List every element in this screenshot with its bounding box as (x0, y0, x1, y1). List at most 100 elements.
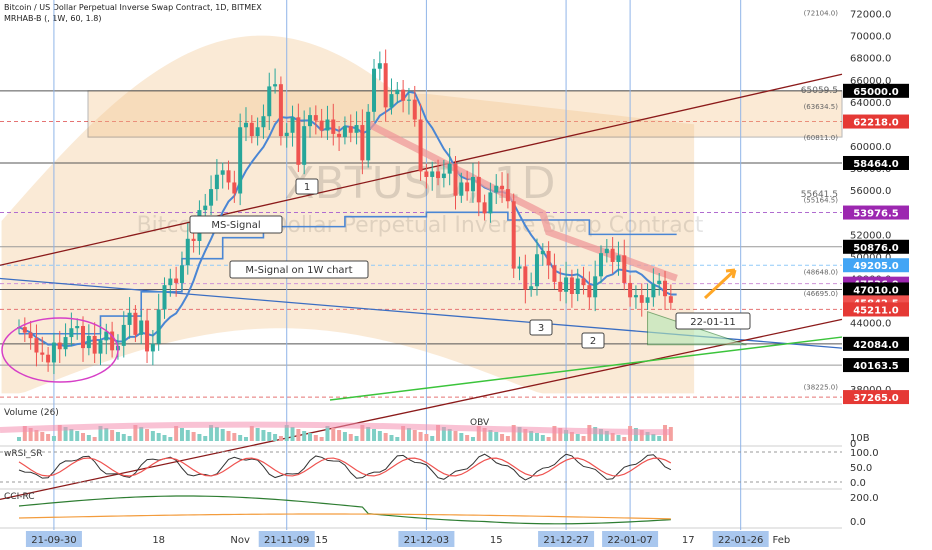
volume-bar (523, 429, 528, 441)
candle-body (645, 297, 650, 303)
volume-bar (34, 430, 39, 441)
volume-bar (278, 436, 283, 441)
candle-body (482, 202, 487, 214)
candle-body (342, 126, 347, 138)
level-label: (46695.0) (804, 290, 839, 298)
candle-body (284, 132, 289, 137)
volume-bar (267, 432, 272, 441)
candle-body (639, 295, 644, 303)
date-highlight (712, 531, 769, 547)
candle-body (500, 185, 505, 190)
level-label: (38225.0) (804, 383, 839, 391)
volume-bar (139, 427, 144, 441)
volume-bar (453, 431, 458, 441)
candle-body (238, 127, 243, 194)
candle-body (40, 352, 45, 355)
volume-pane: Volume (26) OBV (0, 408, 673, 441)
candle-body (447, 163, 452, 174)
volume-bar (290, 427, 295, 441)
wave-2-marker[interactable] (581, 332, 605, 349)
level-label: (48648.0) (804, 268, 839, 276)
price-tick: 50000.0 (850, 252, 891, 263)
candle-body (540, 250, 545, 255)
candle-body (372, 68, 377, 112)
wrsi-pane: wRSI_SR (0, 449, 842, 483)
volume-bar (255, 428, 260, 441)
volume-bar (500, 434, 505, 441)
price-badge-label: 58464.0 (853, 159, 899, 170)
time-tick: 21-12-03 (404, 535, 449, 546)
time-tick: 15 (315, 535, 328, 546)
candle-body (127, 312, 132, 325)
volume-bar (214, 427, 219, 441)
volume-bar (185, 430, 190, 441)
price-badge-label: 53976.5 (853, 209, 899, 220)
price-axis[interactable]: 38000.040000.042000.044000.046000.048000… (843, 10, 909, 528)
wave-1-marker[interactable] (295, 178, 319, 195)
candle-body (599, 253, 603, 277)
candle-body (191, 238, 196, 241)
candle-body (69, 328, 74, 338)
candle-body (51, 342, 56, 363)
volume-bar (284, 425, 289, 441)
volume-bar (645, 432, 650, 441)
candle-body (354, 125, 359, 133)
volume-bar (46, 434, 51, 441)
candle-body (86, 335, 91, 349)
price-badge-label: 65000.0 (853, 87, 899, 98)
price-tick: 72000.0 (850, 10, 891, 21)
horizontal-levels: (72104.0) 65059.5 (63634.5) (60811.0) 55641.… (0, 9, 843, 398)
cloud-fill (1, 35, 695, 394)
volume-bar (360, 425, 365, 441)
price-badge-label: 42084.0 (853, 340, 899, 351)
volume-bar (296, 429, 301, 441)
candle-body (214, 174, 219, 190)
date-highlight (602, 531, 659, 547)
m-signal-callout[interactable] (229, 260, 369, 279)
volume-bar (406, 428, 411, 441)
volume-bar (470, 437, 475, 441)
price-badge-label: 47010.0 (853, 285, 899, 296)
obv-ribbon (0, 421, 671, 436)
volume-bar (622, 437, 627, 441)
volume-bar (203, 436, 208, 441)
ms-signal-callout[interactable] (189, 215, 283, 234)
price-badge (843, 336, 909, 351)
volume-bar (540, 435, 545, 441)
date-highlight (258, 531, 315, 547)
price-tick: 52000.0 (850, 230, 891, 241)
price-tick: 68000.0 (850, 54, 891, 65)
price-badge (843, 155, 909, 170)
volume-bar (57, 425, 62, 441)
date-highlight (538, 531, 595, 547)
up-arrow-icon (703, 268, 737, 300)
candle-body (92, 335, 97, 354)
cloud-band (1, 35, 695, 394)
candle-body (179, 265, 184, 283)
resistance-zone (87, 90, 843, 138)
candles (17, 49, 673, 375)
date-callout[interactable] (675, 312, 751, 330)
volume-bar (22, 426, 27, 441)
time-axis[interactable]: 1521-09-3018Nov21-11-091521-12-031521-12… (0, 530, 842, 550)
candle-body (232, 182, 237, 194)
candle-body (34, 338, 39, 353)
volume-bar (51, 436, 56, 441)
candle-body (168, 278, 173, 286)
wave-3-marker[interactable] (529, 319, 553, 336)
candle-body (494, 185, 499, 193)
price-tick: 70000.0 (850, 32, 891, 43)
time-tick: 21-12-27 (543, 535, 588, 546)
volume-bar (197, 434, 202, 441)
candle-body (57, 342, 62, 350)
volume-bar (191, 432, 196, 441)
candle-body (139, 320, 144, 335)
volume-bar (308, 433, 312, 441)
candle-body (174, 278, 179, 283)
candle-body (255, 127, 260, 137)
volume-bar (168, 437, 173, 441)
level-label: 55641.5 (801, 190, 838, 200)
wave-1-label: 1 (304, 182, 310, 193)
volume-bar (238, 435, 243, 441)
